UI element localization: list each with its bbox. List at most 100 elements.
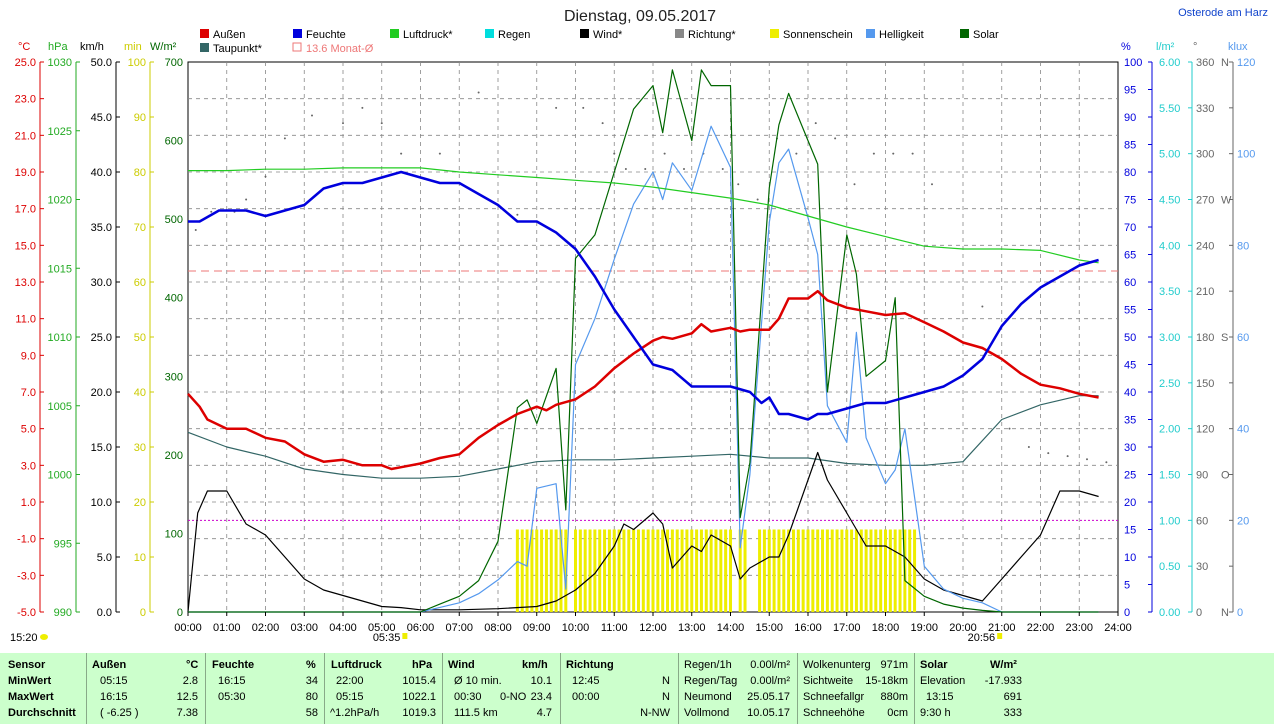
time-tick: 13:00 xyxy=(678,622,706,634)
luftdruck-min: 1015.4 xyxy=(402,675,436,687)
wolken-label: Wolkenunterg xyxy=(803,659,871,671)
solar-axis-tick: 600 xyxy=(165,136,183,148)
axis-unit-label: l/m² xyxy=(1156,41,1175,53)
temp-axis-tick: 3.0 xyxy=(21,460,36,472)
direction-dots xyxy=(194,91,1108,464)
press-axis-tick: 1020 xyxy=(48,195,72,207)
direction-dot xyxy=(311,114,313,117)
footer-divider xyxy=(442,653,443,724)
temp-axis-tick: 1.0 xyxy=(21,497,36,509)
legend-swatch xyxy=(675,29,684,38)
regen-1h-label: Regen/1h xyxy=(684,659,732,671)
time-tick: 05:00 xyxy=(368,622,396,634)
wind-axis-tick: 20.0 xyxy=(91,387,112,399)
right-axes: 1009590858075706560555045403530252015105… xyxy=(1124,57,1255,619)
luftdruck-avg: 1019.3 xyxy=(402,707,436,719)
sunshine-duration: 9:30 h xyxy=(920,707,951,719)
schneehoehe-value: 0cm xyxy=(887,707,908,719)
sichtweite-label: Sichtweite xyxy=(803,675,854,687)
direction-dot xyxy=(601,122,604,125)
aussen-min: 2.8 xyxy=(182,675,198,687)
solar-unit: W/m² xyxy=(990,659,1017,671)
wind-axis-tick: 30.0 xyxy=(91,277,112,289)
left-axes: 25.0 23.0 21.0 19.0 17.0 15.0 13.0 11.0 9.0 7.0 5.… xyxy=(15,57,183,619)
time-tick: 01:00 xyxy=(213,622,241,634)
dir-axis-compass: N xyxy=(1221,57,1229,69)
direction-dot xyxy=(756,198,759,201)
sun-axis-tick: 20 xyxy=(134,497,146,509)
wind-distance: 111.5 km xyxy=(454,707,498,719)
richtung-max-time: 00:00 xyxy=(572,691,600,703)
location-label[interactable]: Osterode am Harz xyxy=(1178,7,1268,19)
time-tick: 07:00 xyxy=(445,622,473,634)
legend-swatch xyxy=(960,29,969,38)
press-axis-tick: 1030 xyxy=(48,57,72,69)
row-min-label: MinWert xyxy=(8,675,52,687)
dir-axis-compass: N xyxy=(1221,607,1229,619)
time-tick: 15:00 xyxy=(755,622,783,634)
regen-tag-value: 0.00l/m² xyxy=(750,675,790,687)
temp-axis-tick: -3.0 xyxy=(17,570,36,582)
vollmond-label: Vollmond xyxy=(684,707,730,719)
direction-dot xyxy=(245,198,248,201)
direction-dot xyxy=(872,152,875,155)
aussen-avg: 7.38 xyxy=(176,707,198,719)
sun-axis-tick: 50 xyxy=(134,332,146,344)
press-axis-tick: 1015 xyxy=(48,263,72,275)
direction-dot xyxy=(795,152,798,155)
direction-dot xyxy=(516,213,519,216)
legend-swatch xyxy=(293,29,302,38)
temp-axis-tick: 5.0 xyxy=(21,424,36,436)
wind-axis-tick: 45.0 xyxy=(91,112,112,124)
wind-axis-tick: 35.0 xyxy=(91,222,112,234)
statistics-footer: Sensor MinWert MaxWert Durchschnitt Auße… xyxy=(0,653,1274,724)
feuchte-max-time: 05:30 xyxy=(218,691,246,703)
rain-axis-tick: 2.00 xyxy=(1159,424,1180,436)
direction-dot xyxy=(613,152,616,155)
direction-dot xyxy=(737,183,740,186)
dir-axis-tick: 330 xyxy=(1196,103,1214,115)
sun-markers: 05:35 20:56 15:20 xyxy=(10,632,1003,644)
neumond-value: 25.05.17 xyxy=(747,691,790,703)
hum-axis-tick: 35 xyxy=(1124,415,1136,427)
dir-axis-tick: 270 xyxy=(1196,195,1214,207)
press-axis-tick: 995 xyxy=(54,538,72,550)
luftdruck-trend: ^1.2hPa/h xyxy=(330,707,380,719)
sensor-header: Sensor xyxy=(8,659,46,671)
lux-axis-tick: 20 xyxy=(1237,515,1249,527)
time-axis: 00:00 01:00 02:00 03:00 04:00 05:00 06:00 07:00… xyxy=(174,612,1132,634)
time-tick: 09:00 xyxy=(523,622,551,634)
legend-label: Luftdruck* xyxy=(403,29,453,41)
elevation-value: -17.933 xyxy=(984,675,1022,687)
schneefallgr-value: 880m xyxy=(880,691,908,703)
direction-dot xyxy=(644,167,647,170)
wind-avg10-label: Ø 10 min. xyxy=(454,675,502,687)
sichtweite-value: 15-18km xyxy=(865,675,908,687)
chart-title: Dienstag, 09.05.2017 xyxy=(564,8,716,25)
axis-unit-label: klux xyxy=(1228,41,1248,53)
solar-header: Solar xyxy=(920,659,948,671)
richtung-max: N xyxy=(662,691,670,703)
solar-axis-tick: 0 xyxy=(177,607,183,619)
sun-axis-tick: 30 xyxy=(134,442,146,454)
dir-axis-tick: 210 xyxy=(1196,286,1214,298)
hum-axis-tick: 45 xyxy=(1124,360,1136,372)
direction-dot xyxy=(1105,461,1108,464)
time-tick: 03:00 xyxy=(290,622,318,634)
temp-axis-tick: 15.0 xyxy=(15,240,36,252)
temp-axis-tick: -1.0 xyxy=(17,534,36,546)
hum-axis-tick: 90 xyxy=(1124,112,1136,124)
sun-axis-tick: 90 xyxy=(134,112,146,124)
dir-axis-compass: S xyxy=(1221,332,1228,344)
direction-dot xyxy=(342,122,344,125)
feuchte-header: Feuchte xyxy=(212,659,255,671)
direction-dot xyxy=(911,152,914,155)
time-tick: 06:00 xyxy=(407,622,435,634)
axis-unit-label: °C xyxy=(18,41,30,53)
direction-dot xyxy=(683,167,685,170)
rain-axis-tick: 3.50 xyxy=(1159,286,1180,298)
feuchte-unit: % xyxy=(306,659,316,671)
series-line-luftdruck xyxy=(188,167,1099,264)
time-tick: 17:00 xyxy=(833,622,861,634)
aussen-max: 12.5 xyxy=(176,691,198,703)
